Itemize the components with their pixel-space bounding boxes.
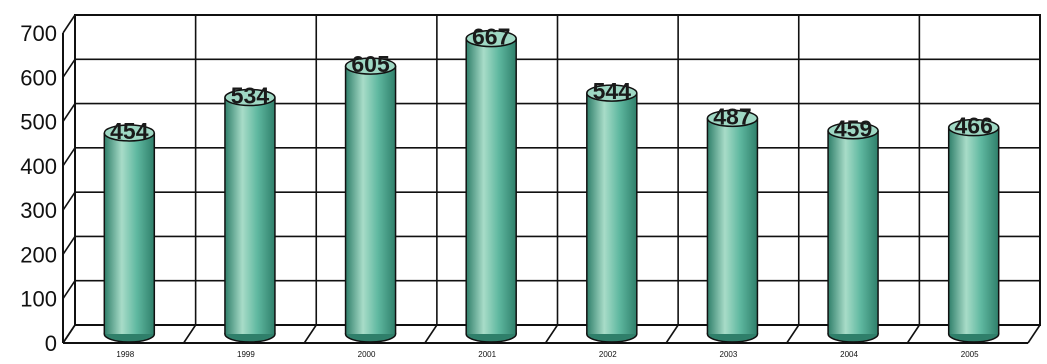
floor-divider [786,324,800,344]
bar-body [224,97,275,334]
gridline-depth [62,58,76,78]
x-tick-label-1998: 1998 [116,350,134,359]
y-tick-label: 500 [20,110,57,135]
x-tick-label-2003: 2003 [720,350,738,359]
bar-2004 [827,121,879,343]
gridline-depth [62,103,76,123]
labels-layer: 0 100 200 300 400 500 600 700 454 1998 534 1999 605 2… [20,21,993,359]
bar-1998 [103,124,156,343]
bar-body [104,132,155,334]
y-tick-label: 300 [20,198,57,223]
floor-divider [906,324,921,344]
bar-body [828,130,879,334]
data-label-1998: 454 [110,118,149,144]
bar-top [947,118,1000,137]
floor-divider [62,324,76,344]
gridline-depth [62,280,76,300]
y-tick-label: 600 [20,65,57,90]
floor-divider [303,324,317,344]
x-tick-label-1999: 1999 [237,350,255,359]
bar-body [948,127,999,334]
bar-top [224,88,276,107]
bar-top [827,121,879,140]
floor-divider [1027,324,1041,344]
data-label-2004: 459 [834,116,872,142]
gridline-depth [62,147,76,167]
bar-top [586,84,638,102]
gridline-depth [62,191,76,211]
y-tick-label: 200 [20,242,57,267]
data-label-2002: 544 [593,78,632,104]
y-tick-label: 700 [20,21,57,46]
bar-top [103,124,156,142]
bar-2002 [586,84,638,343]
bar-top [706,109,759,128]
y-tick-label: 100 [20,287,57,312]
x-tick-label-2000: 2000 [358,350,376,359]
bar-body [586,93,637,334]
floor-divider [182,324,197,344]
floor-divider [424,324,438,344]
bar-body [466,38,517,334]
x-tick-label-2004: 2004 [840,350,858,359]
bar-top [465,29,517,48]
bar-2000 [344,57,397,343]
y-tick-label: 400 [20,154,57,179]
grid-layer [62,14,1041,344]
x-tick-label-2001: 2001 [478,350,496,359]
x-tick-label-2002: 2002 [599,350,617,359]
y-tick-label: 0 [45,331,57,356]
bar-2001 [465,29,517,343]
data-label-2001: 667 [472,24,510,50]
bar-2003 [706,109,759,343]
bar-2005 [947,118,1000,343]
data-label-2003: 487 [713,103,751,129]
bar-body [345,66,396,335]
data-label-2000: 605 [351,51,390,77]
data-label-1999: 534 [231,83,270,109]
gridline-depth [62,14,76,34]
bars-layer [103,29,1000,343]
bar-body [707,118,758,334]
gridline-depth [62,235,76,255]
data-label-2005: 466 [955,113,993,139]
floor-divider [544,324,559,344]
bar-1999 [224,88,276,343]
floor-divider [665,324,679,344]
bar-top [344,57,397,75]
x-tick-label-2005: 2005 [961,350,979,359]
